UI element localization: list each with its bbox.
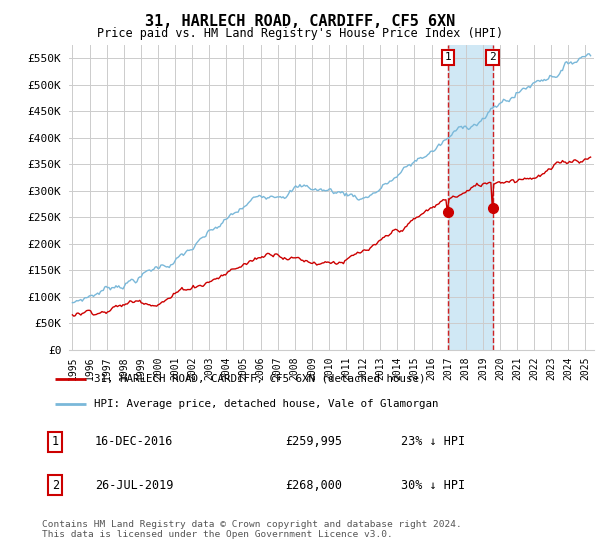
Text: 23% ↓ HPI: 23% ↓ HPI: [401, 435, 465, 449]
Text: Price paid vs. HM Land Registry's House Price Index (HPI): Price paid vs. HM Land Registry's House …: [97, 27, 503, 40]
Text: Contains HM Land Registry data © Crown copyright and database right 2024.
This d: Contains HM Land Registry data © Crown c…: [42, 520, 462, 539]
Text: 2: 2: [489, 53, 496, 62]
Text: £268,000: £268,000: [285, 479, 342, 492]
Text: 1: 1: [52, 435, 59, 449]
Text: 2: 2: [52, 479, 59, 492]
Text: 31, HARLECH ROAD, CARDIFF, CF5 6XN (detached house): 31, HARLECH ROAD, CARDIFF, CF5 6XN (deta…: [94, 374, 425, 384]
Text: 26-JUL-2019: 26-JUL-2019: [95, 479, 173, 492]
Text: HPI: Average price, detached house, Vale of Glamorgan: HPI: Average price, detached house, Vale…: [94, 399, 438, 409]
Text: 31, HARLECH ROAD, CARDIFF, CF5 6XN: 31, HARLECH ROAD, CARDIFF, CF5 6XN: [145, 14, 455, 29]
Text: 30% ↓ HPI: 30% ↓ HPI: [401, 479, 465, 492]
Text: 1: 1: [445, 53, 451, 62]
Bar: [448, 45, 493, 350]
Text: 16-DEC-2016: 16-DEC-2016: [95, 435, 173, 449]
Text: £259,995: £259,995: [285, 435, 342, 449]
